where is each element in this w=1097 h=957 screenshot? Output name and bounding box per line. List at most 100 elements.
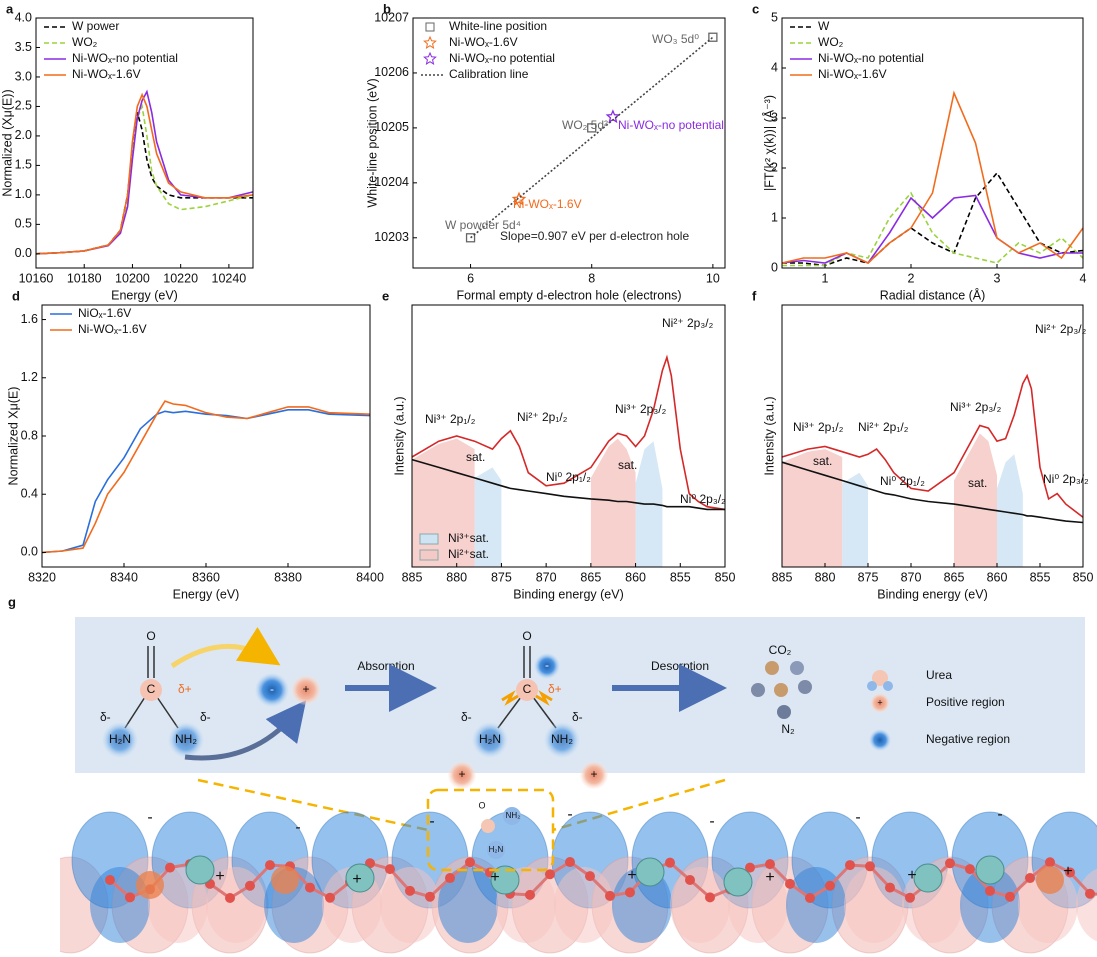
atom	[705, 892, 715, 903]
y-tick-label: 1.5	[15, 158, 32, 172]
x-tick-label: 10240	[212, 271, 247, 285]
atom	[1065, 867, 1075, 878]
atom-label: NH₂	[506, 811, 521, 820]
blob	[168, 722, 204, 758]
y-tick-label: 0.8	[21, 428, 38, 442]
panel-label: g	[8, 594, 16, 609]
x-tick-label: 865	[944, 570, 965, 584]
panel-label: a	[6, 1, 14, 16]
y-tick-label: 10203	[374, 230, 409, 244]
atom	[516, 679, 538, 701]
y-tick-label: 0.0	[21, 545, 38, 559]
atom	[185, 855, 215, 885]
atom	[825, 880, 835, 891]
atom	[785, 878, 795, 889]
atom	[481, 819, 495, 833]
annotation: Ni⁰ 2p₁/₂	[880, 474, 925, 488]
urea-icon	[872, 670, 888, 686]
sign: -	[545, 658, 549, 672]
atom	[425, 891, 435, 902]
x-tick-label: 8360	[192, 570, 220, 584]
annotation: Ni-WOₓ-1.6V	[513, 197, 582, 211]
annotation: Slope=0.907 eV per d-electron hole	[500, 229, 689, 243]
atom-label: O	[478, 800, 485, 810]
negative-region	[534, 653, 560, 679]
y-tick-label: 10204	[374, 175, 409, 189]
x-tick-label: 8	[588, 271, 595, 285]
chart: b 6 8 10 10203 10204 10205 10206 10207 Formal emp…	[365, 1, 726, 302]
x-tick-label: 10180	[67, 271, 102, 285]
urea-icon	[883, 681, 893, 691]
atom	[635, 857, 665, 887]
y-tick-label: 3	[771, 110, 778, 124]
density-blob	[844, 867, 904, 943]
spark	[535, 690, 553, 706]
charge-label: δ-	[572, 710, 583, 724]
atom	[1085, 888, 1095, 899]
density-blob	[612, 867, 672, 943]
atom	[245, 880, 255, 891]
legend-label: NiOₓ-1.6V	[78, 306, 131, 320]
atom	[1005, 891, 1015, 902]
y-tick-label: 0.5	[15, 217, 32, 231]
legend-label: Calibration line	[449, 67, 529, 81]
area	[412, 438, 636, 567]
legend-label: Ni-WOₓ-no potential	[449, 51, 555, 65]
y-tick-label: 3.5	[15, 40, 32, 54]
positive-region	[448, 761, 476, 789]
annotation: sat.	[968, 476, 987, 490]
line	[35, 89, 254, 255]
legend-label: WO₂	[818, 35, 844, 49]
annotation: W powder 5d⁴	[445, 218, 521, 232]
line	[35, 112, 253, 255]
step-label: Absorption	[357, 659, 414, 673]
density-blob	[1076, 868, 1097, 942]
x-tick-label: 860	[625, 570, 646, 584]
atom	[345, 863, 375, 893]
atom	[545, 869, 555, 880]
x-axis-label: Formal empty d-electron hole (electrons)	[456, 288, 681, 302]
atom-label: O	[146, 629, 155, 643]
sign: +	[458, 767, 465, 781]
annotation: sat.	[618, 458, 637, 472]
annotation: sat.	[813, 454, 832, 468]
y-axis-label: |FT(k² χ(k))| (Å⁻³)	[761, 95, 776, 191]
atom	[525, 889, 535, 900]
atom	[975, 855, 1005, 885]
x-tick-label: 10160	[19, 271, 54, 285]
x-axis-label: Binding energy (eV)	[513, 587, 623, 601]
x-tick-label: 865	[580, 570, 601, 584]
bond	[156, 696, 179, 729]
x-tick-label: 870	[536, 570, 557, 584]
x-tick-label: 8320	[28, 570, 56, 584]
atom	[271, 866, 299, 894]
atom	[445, 873, 455, 884]
atom	[105, 875, 115, 885]
line	[781, 90, 1084, 264]
charge-label: δ+	[548, 682, 562, 696]
group-label: NH₂	[175, 732, 197, 746]
x-tick-label: 855	[1030, 570, 1051, 584]
sign: -	[709, 813, 714, 830]
annotation: Ni⁰ 2p₃/₂	[680, 492, 726, 506]
annotation: WO₂ 5d²	[562, 118, 608, 132]
y-tick-label: 1.2	[21, 370, 38, 384]
plot-frame	[41, 304, 371, 568]
group-label: H₂N	[109, 732, 131, 746]
y-tick-label: 0	[771, 260, 778, 274]
atom	[665, 857, 675, 868]
x-tick-label: 855	[670, 570, 691, 584]
plot-frame	[35, 17, 254, 269]
x-axis-label: Binding energy (eV)	[877, 587, 987, 601]
x-tick-label: 885	[772, 570, 793, 584]
annotation: Ni²⁺ 2p₃/₂	[1035, 322, 1087, 336]
bond	[124, 696, 146, 729]
molecule	[774, 683, 788, 697]
y-tick-label: 0.4	[21, 487, 38, 501]
atom	[905, 892, 915, 903]
y-axis-label: Intensity (a.u.)	[762, 396, 776, 475]
legend-swatch	[419, 533, 439, 545]
annotation: Ni²⁺ 2p₁/₂	[858, 420, 909, 434]
